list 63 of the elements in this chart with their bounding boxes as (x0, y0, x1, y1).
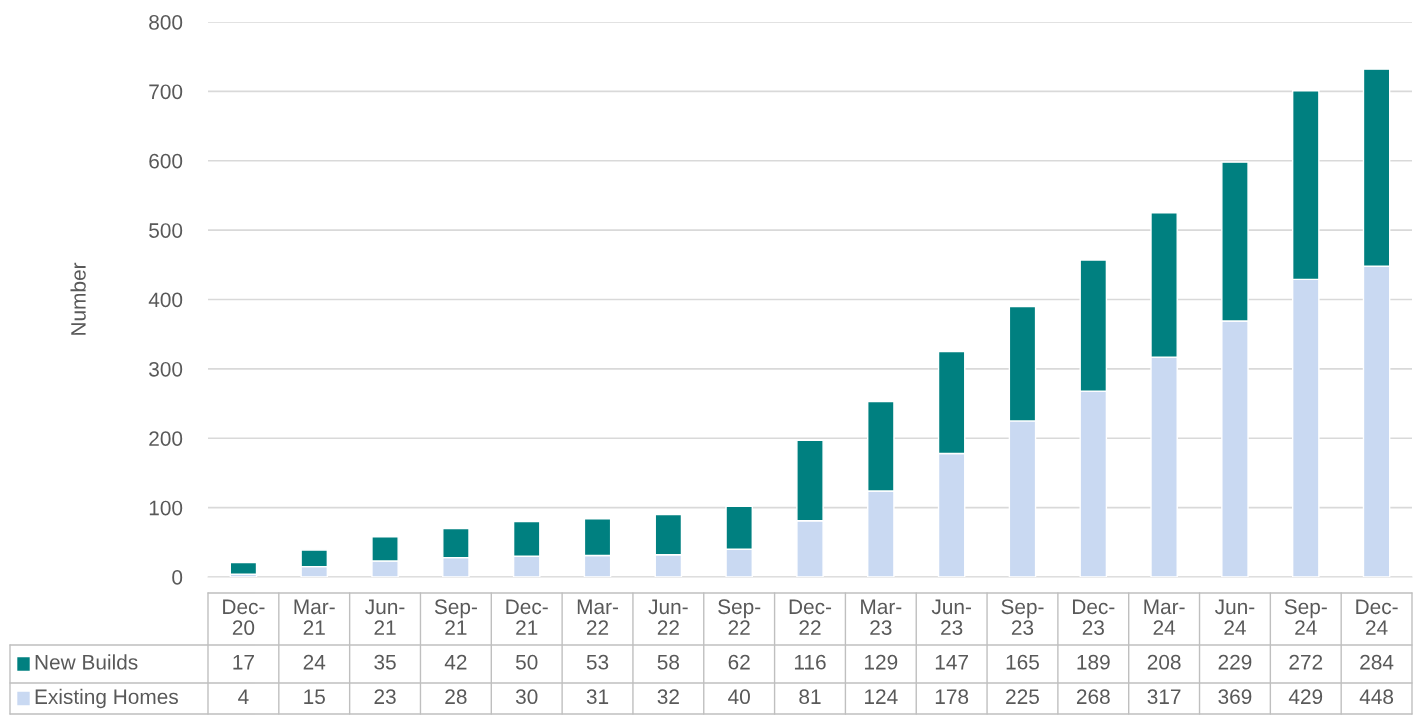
data-label: 53 (586, 654, 609, 670)
data-label: 229 (1218, 654, 1252, 670)
data-label: 147 (935, 655, 968, 670)
y-tick-label: 300 (149, 361, 183, 377)
data-label: 28 (445, 689, 467, 705)
data-label: 58 (657, 654, 680, 670)
data-label: 4 (238, 689, 249, 704)
data-label: 40 (728, 689, 750, 705)
data-label: 42 (444, 654, 467, 670)
data-label: 448 (1359, 689, 1394, 705)
data-label: 124 (865, 689, 898, 704)
data-label: 17 (233, 655, 254, 670)
y-axis-title: Number (70, 262, 86, 335)
data-label: 178 (935, 689, 969, 705)
x-tick-label: Sep- 24 (1284, 599, 1327, 635)
y-tick-label: 0 (172, 570, 183, 585)
data-label: 50 (515, 654, 538, 670)
y-tick-label: 100 (149, 500, 183, 516)
data-label: 129 (865, 654, 898, 670)
data-label: 225 (1006, 689, 1039, 705)
x-tick-label: Sep- 21 (434, 599, 477, 635)
data-label: 31 (586, 689, 609, 705)
y-tick-label: 500 (149, 223, 183, 238)
x-tick-label: Jun- 23 (931, 599, 971, 636)
data-label: 30 (515, 689, 538, 705)
x-tick-label: Dec- 20 (223, 599, 265, 636)
data-label: 429 (1288, 689, 1323, 705)
data-label: 62 (728, 654, 750, 670)
y-tick-label: 400 (148, 292, 183, 308)
data-label: 23 (374, 689, 396, 705)
data-label: 272 (1289, 654, 1323, 670)
x-tick-label: Dec- 21 (506, 599, 548, 635)
x-tick-label: Mar- 21 (294, 599, 335, 635)
x-tick-label: Jun- 21 (365, 599, 405, 635)
x-tick-label: Sep- 22 (718, 599, 761, 635)
data-label: 15 (304, 689, 325, 705)
data-label: 268 (1076, 689, 1110, 705)
data-label: 317 (1147, 689, 1181, 705)
y-tick-label: 800 (149, 15, 183, 30)
data-label: 32 (657, 689, 679, 705)
y-tick-label: 700 (149, 84, 183, 100)
y-tick-label: 600 (149, 153, 183, 169)
data-label: 24 (303, 654, 326, 670)
data-label: 165 (1006, 654, 1039, 670)
legend-label: New Builds (35, 654, 138, 670)
x-tick-label: Mar- 23 (861, 599, 902, 636)
y-tick-label: 200 (149, 431, 183, 446)
x-tick-label: Jun- 22 (648, 599, 688, 635)
x-tick-label: Jun- 24 (1215, 599, 1255, 635)
x-tick-label: Dec- 22 (789, 599, 832, 635)
x-tick-label: Mar- 24 (1144, 599, 1185, 635)
x-tick-label: Mar- 22 (577, 599, 619, 635)
x-tick-label: Dec- 23 (1073, 599, 1115, 636)
x-tick-label: Dec- 24 (1356, 599, 1398, 635)
data-label: 189 (1077, 654, 1110, 670)
legend-label: Existing Homes (35, 688, 178, 709)
data-label: 116 (794, 654, 826, 670)
data-label: 284 (1360, 654, 1394, 670)
data-label: 208 (1147, 654, 1181, 670)
data-label: 35 (374, 654, 396, 670)
data-label: 369 (1218, 689, 1252, 705)
x-tick-label: Sep- 23 (1001, 599, 1044, 636)
data-label: 81 (799, 689, 821, 705)
